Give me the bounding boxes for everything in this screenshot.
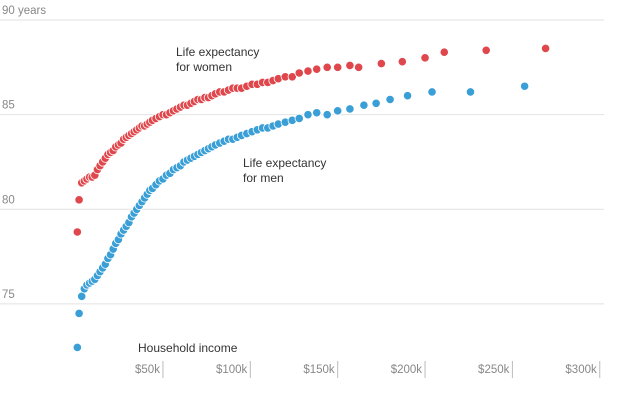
data-point <box>345 104 355 114</box>
x-tick-label: $200k <box>391 364 423 376</box>
data-point <box>312 108 322 118</box>
data-point <box>385 94 395 105</box>
data-point <box>322 62 332 72</box>
y-tick-label: 90 years <box>2 5 46 17</box>
y-tick-label: 85 <box>2 100 15 112</box>
data-point <box>74 308 84 318</box>
data-point <box>420 53 430 63</box>
x-tick-label: $50k <box>135 364 160 376</box>
data-point <box>439 47 449 57</box>
data-point <box>77 291 87 301</box>
data-point <box>354 62 364 72</box>
annotation: for women <box>176 60 232 74</box>
data-point <box>427 87 437 97</box>
data-point <box>520 81 530 91</box>
annotation: Life expectancy <box>243 156 326 170</box>
annotations: Life expectancy for women Life expectanc… <box>138 45 326 355</box>
data-point <box>376 58 386 69</box>
data-point <box>287 72 297 82</box>
dots <box>72 43 551 353</box>
data-point <box>303 66 313 76</box>
data-point <box>540 43 551 53</box>
annotation: for men <box>243 171 284 185</box>
x-axis-title: Household income <box>138 341 238 355</box>
data-point <box>294 113 304 124</box>
data-point <box>402 91 413 101</box>
data-point <box>74 195 84 205</box>
data-point <box>465 87 476 97</box>
data-point <box>359 100 369 110</box>
x-tick-label: $300k <box>565 364 597 376</box>
x-tick-label: $150k <box>303 364 335 376</box>
data-point <box>371 98 381 108</box>
y-tick-label: 75 <box>2 289 15 301</box>
data-point <box>322 110 332 120</box>
data-point <box>333 62 343 72</box>
data-point <box>345 60 355 71</box>
y-tick-label: 80 <box>2 194 15 206</box>
data-point <box>312 64 322 74</box>
grid: 75 80 85 90 years $50k $100k $150k $200k $250k $3… <box>0 5 604 378</box>
data-point <box>481 45 491 55</box>
data-point <box>72 227 82 237</box>
data-point <box>294 68 304 78</box>
x-tick-label: $100k <box>216 364 248 376</box>
data-point <box>397 57 407 67</box>
data-point <box>303 110 313 120</box>
annotation: Life expectancy <box>176 45 259 59</box>
data-point <box>333 106 343 116</box>
data-point <box>72 342 82 353</box>
x-tick-label: $250k <box>478 364 510 376</box>
